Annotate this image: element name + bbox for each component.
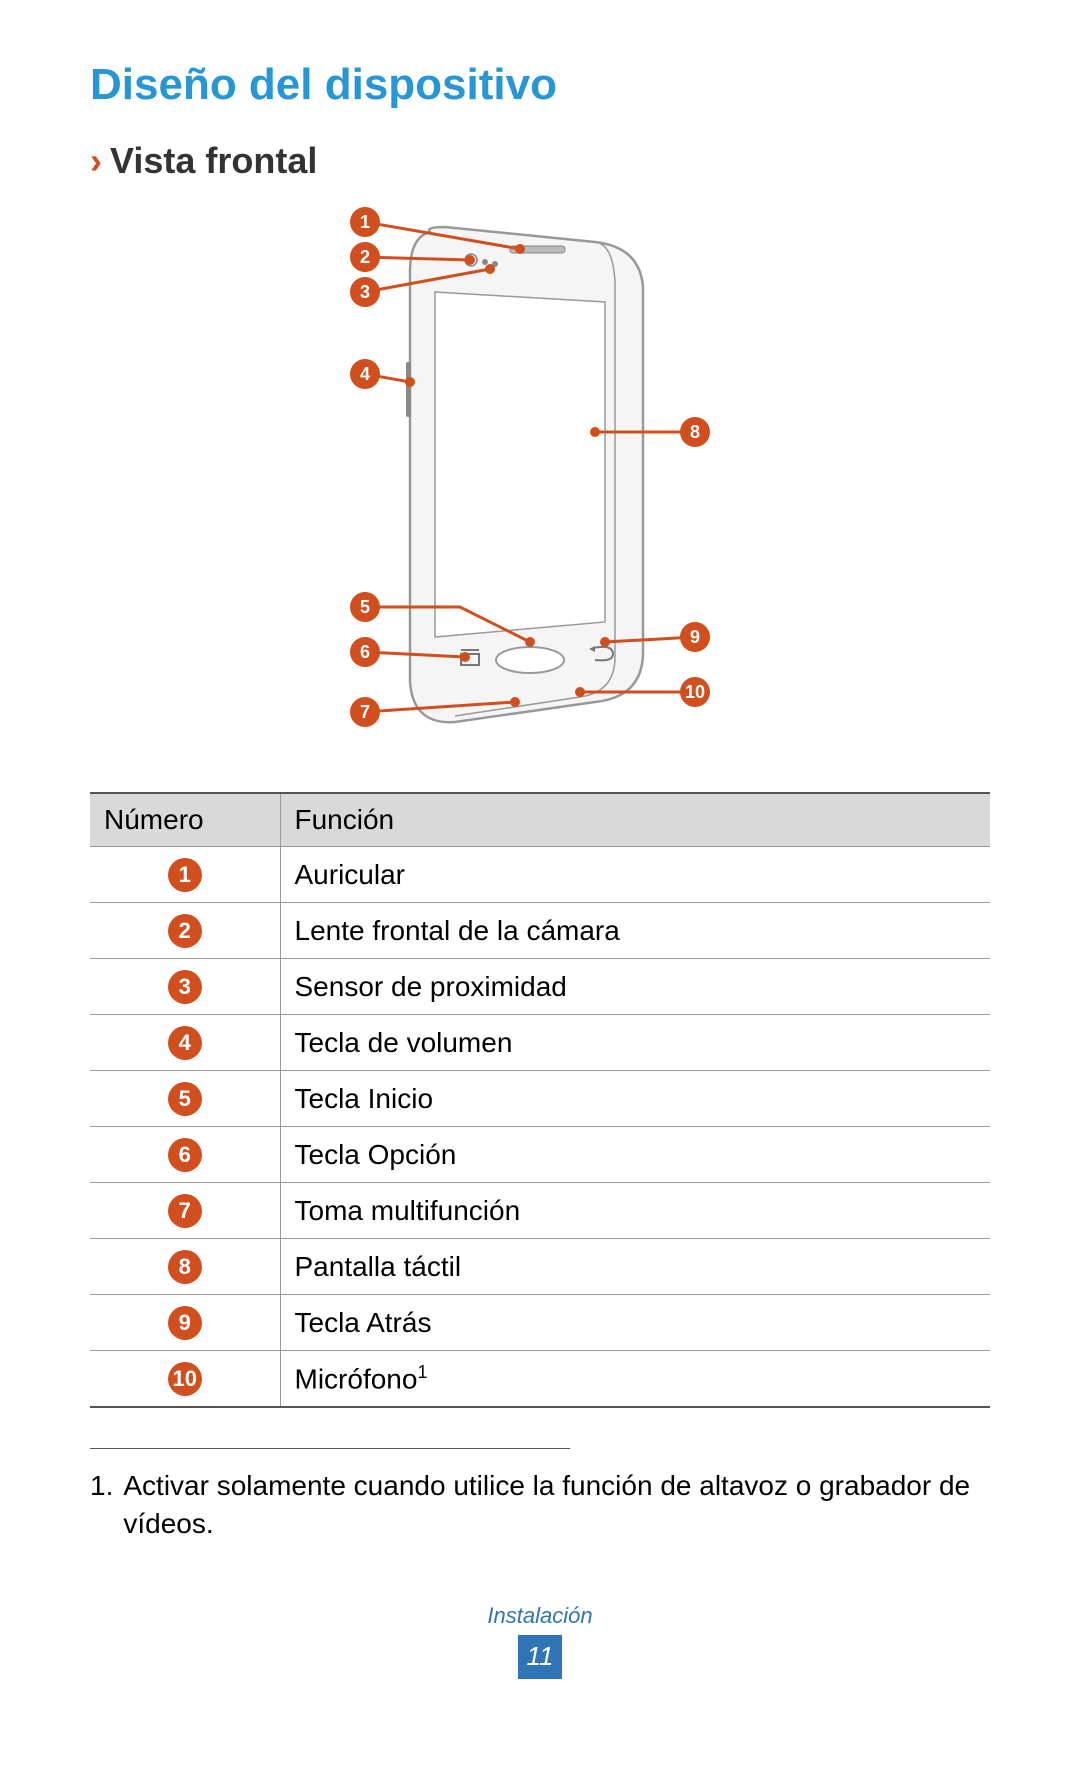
function-cell: Toma multifunción xyxy=(280,1183,990,1239)
number-badge: 7 xyxy=(168,1194,202,1228)
parts-table: Número Función 1 Auricular 2 Lente frontal … xyxy=(90,792,990,1408)
svg-text:6: 6 xyxy=(360,642,370,662)
footnote-separator xyxy=(90,1448,570,1449)
number-badge: 2 xyxy=(168,914,202,948)
svg-text:1: 1 xyxy=(360,212,370,232)
page-title: Diseño del dispositivo xyxy=(90,60,990,110)
function-cell: Sensor de proximidad xyxy=(280,959,990,1015)
table-row: 10 Micrófono1 xyxy=(90,1351,990,1408)
svg-text:5: 5 xyxy=(360,597,370,617)
number-badge: 1 xyxy=(168,858,202,892)
table-row: 1 Auricular xyxy=(90,847,990,903)
table-row: 9 Tecla Atrás xyxy=(90,1295,990,1351)
function-cell: Tecla de volumen xyxy=(280,1015,990,1071)
number-badge: 5 xyxy=(168,1082,202,1116)
number-badge: 10 xyxy=(168,1362,202,1396)
view-subtitle: ›Vista frontal xyxy=(90,140,990,182)
svg-text:3: 3 xyxy=(360,282,370,302)
svg-text:8: 8 xyxy=(690,422,700,442)
table-row: 7 Toma multifunción xyxy=(90,1183,990,1239)
svg-text:10: 10 xyxy=(685,682,705,702)
footnote: 1. Activar solamente cuando utilice la f… xyxy=(90,1467,990,1543)
table-row: 8 Pantalla táctil xyxy=(90,1239,990,1295)
function-cell: Micrófono1 xyxy=(280,1351,990,1408)
footnote-text: Activar solamente cuando utilice la func… xyxy=(123,1467,990,1543)
footnote-number: 1. xyxy=(90,1467,113,1543)
svg-text:7: 7 xyxy=(360,702,370,722)
table-row: 6 Tecla Opción xyxy=(90,1127,990,1183)
col-function: Función xyxy=(280,793,990,847)
number-badge: 9 xyxy=(168,1306,202,1340)
number-badge: 8 xyxy=(168,1250,202,1284)
function-cell: Lente frontal de la cámara xyxy=(280,903,990,959)
function-cell: Auricular xyxy=(280,847,990,903)
table-row: 5 Tecla Inicio xyxy=(90,1071,990,1127)
svg-text:2: 2 xyxy=(360,247,370,267)
number-badge: 4 xyxy=(168,1026,202,1060)
function-cell: Tecla Inicio xyxy=(280,1071,990,1127)
table-row: 4 Tecla de volumen xyxy=(90,1015,990,1071)
function-cell: Tecla Atrás xyxy=(280,1295,990,1351)
table-row: 3 Sensor de proximidad xyxy=(90,959,990,1015)
number-badge: 3 xyxy=(168,970,202,1004)
function-cell: Pantalla táctil xyxy=(280,1239,990,1295)
chevron-right-icon: › xyxy=(90,140,102,181)
function-cell: Tecla Opción xyxy=(280,1127,990,1183)
number-badge: 6 xyxy=(168,1138,202,1172)
col-number: Número xyxy=(90,793,280,847)
section-label: Instalación xyxy=(90,1603,990,1629)
table-row: 2 Lente frontal de la cámara xyxy=(90,903,990,959)
page-number: 11 xyxy=(518,1635,562,1679)
svg-text:4: 4 xyxy=(360,364,370,384)
device-diagram: 1 2 3 4 5 6 7 8 9 10 xyxy=(90,202,990,762)
svg-text:9: 9 xyxy=(690,627,700,647)
page-footer: Instalación 11 xyxy=(90,1603,990,1679)
